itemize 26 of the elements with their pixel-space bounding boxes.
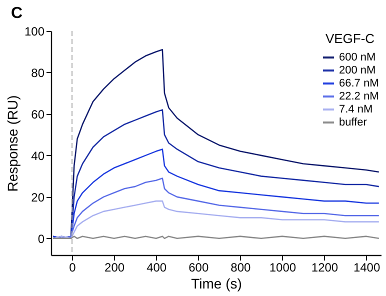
line-series [52, 148, 380, 240]
y-tick-label: 80 [31, 66, 45, 80]
legend-label: 7.4 nM [339, 104, 373, 116]
x-tick-label: 1200 [311, 260, 338, 274]
legend-title: VEGF-C [325, 31, 375, 46]
y-tick-label: 100 [24, 24, 45, 38]
y-tick-label: 20 [31, 190, 45, 204]
x-tick-label: 0 [69, 260, 76, 274]
x-tick-label: 800 [230, 260, 252, 274]
x-tick-label: 600 [188, 260, 209, 274]
x-tick-label: 400 [146, 260, 167, 274]
x-axis-title: Time (s) [191, 276, 242, 292]
legend-label: 22.2 nM [339, 90, 379, 102]
y-tick-label: 40 [31, 148, 45, 163]
y-tick-label: 0 [38, 232, 45, 246]
x-tick-label: 200 [104, 260, 125, 274]
legend-label: 600 nM [339, 52, 376, 64]
y-tick-label: 60 [31, 107, 45, 122]
legend-label: 66.7 nM [339, 78, 379, 90]
legend-label: 200 nM [339, 64, 376, 76]
x-tick-label: 1400 [353, 260, 380, 274]
line-series [52, 200, 380, 240]
legend-label: buffer [339, 116, 368, 128]
x-tick-label: 1000 [269, 260, 296, 274]
y-axis-title: Response (RU) [4, 95, 20, 192]
chart-title: C [11, 5, 23, 22]
